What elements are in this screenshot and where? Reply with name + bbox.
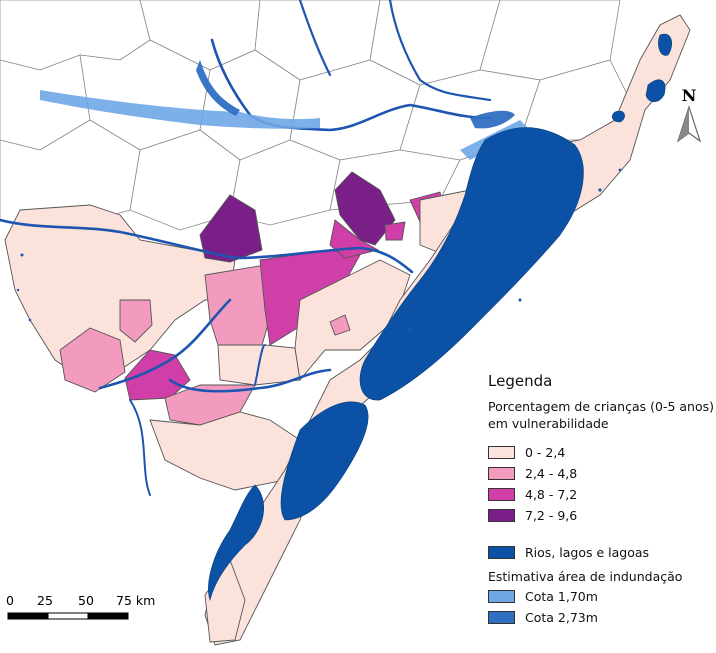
- legend-swatch: [488, 467, 515, 480]
- water-bodies: [208, 33, 673, 602]
- legend-subtitle-line2: em vulnerabilidade: [488, 416, 609, 431]
- legend-water-swatch: [488, 546, 515, 559]
- scale-tick-label: 50: [78, 593, 94, 608]
- rivers: [0, 0, 492, 496]
- north-arrow-icon: [676, 105, 702, 143]
- legend-water-label: Rios, lagos e lagoas: [525, 545, 650, 560]
- municipality-ne-small[interactable]: [384, 221, 406, 241]
- legend-class-item: 4,8 - 7,2: [488, 484, 714, 505]
- north-arrow: N: [676, 86, 702, 149]
- legend-class-label: 7,2 - 9,6: [525, 508, 578, 523]
- legend-flood-title: Estimativa área de indundação: [488, 569, 683, 584]
- legend-class-item: 0 - 2,4: [488, 442, 714, 463]
- municipality-w-pink[interactable]: [119, 299, 153, 343]
- legend-class-label: 0 - 2,4: [525, 445, 566, 460]
- scale-labels: 0 25 50 75 km: [6, 593, 166, 609]
- legend-class-label: 2,4 - 4,8: [525, 466, 578, 481]
- legend-class-list: 0 - 2,4 2,4 - 4,8 4,8 - 7,2 7,2 - 9,6: [488, 442, 714, 526]
- legend-swatch: [488, 509, 515, 522]
- small-water-spots: [16, 168, 622, 442]
- legend-class-item: 2,4 - 4,8: [488, 463, 714, 484]
- legend-flood-item: Cota 1,70m: [488, 586, 714, 607]
- legend-water-item: Rios, lagos e lagoas: [488, 542, 714, 563]
- north-label: N: [681, 86, 697, 105]
- municipality-n-purple[interactable]: [334, 171, 396, 246]
- map-legend: Legenda Porcentagem de crianças (0-5 ano…: [488, 372, 714, 628]
- municipality-south-light[interactable]: [149, 411, 301, 491]
- legend-title: Legenda: [488, 372, 553, 390]
- municipality-small-pink[interactable]: [329, 314, 351, 336]
- legend-flood-swatch: [488, 611, 515, 624]
- scale-bar-graphic: [7, 612, 129, 620]
- scale-tick-label: 0: [6, 593, 14, 608]
- legend-subtitle-line1: Porcentagem de crianças (0-5 anos): [488, 399, 714, 414]
- legend-swatch: [488, 488, 515, 501]
- lagoa-mirim: [280, 401, 369, 521]
- municipality-sw-pink[interactable]: [59, 327, 126, 393]
- legend-swatch: [488, 446, 515, 459]
- flood-area-cota-273: [196, 60, 515, 129]
- municipality-nw-purple[interactable]: [199, 194, 263, 263]
- legend-flood-label: Cota 2,73m: [525, 610, 598, 625]
- legend-class-label: 4,8 - 7,2: [525, 487, 578, 502]
- legend-class-item: 7,2 - 9,6: [488, 505, 714, 526]
- municipality-east-light[interactable]: [294, 259, 411, 382]
- lagoa-dos-patos: [359, 127, 584, 401]
- legend-flood-swatch: [488, 590, 515, 603]
- scale-tick-label: 75 km: [116, 593, 156, 608]
- municipality-west-large[interactable]: [4, 204, 236, 381]
- legend-flood-item: Cota 2,73m: [488, 607, 714, 628]
- scale-tick-label: 25: [37, 593, 53, 608]
- legend-flood-label: Cota 1,70m: [525, 589, 598, 604]
- scale-bar: 0 25 50 75 km: [6, 593, 166, 628]
